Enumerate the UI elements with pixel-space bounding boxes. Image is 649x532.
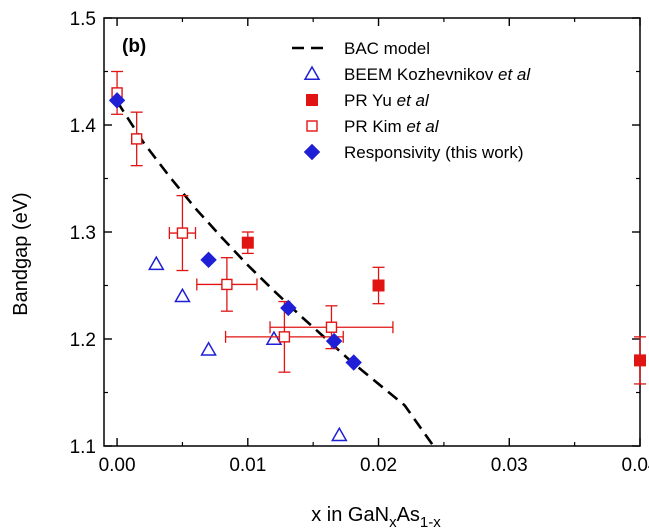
legend-label-plain: PR Yu <box>344 91 397 110</box>
legend-swatch-beem-kozhevnikov-et-al <box>303 65 321 80</box>
data-point-responsivity-this-work <box>345 354 362 371</box>
data-point-pr-kim-et-al <box>176 227 189 239</box>
data-point-beem-kozhevnikov-et-al <box>331 426 348 442</box>
legend-label-plain: BEEM Kozhevnikov <box>344 65 498 84</box>
y-tick-label: 1.4 <box>70 116 97 137</box>
y-tick-label: 1.2 <box>70 330 96 351</box>
legend-label-responsivity-this-work: Responsivity (this work) <box>344 143 524 162</box>
data-point-pr-kim-et-al <box>130 133 143 145</box>
data-point-beem-kozhevnikov-et-al <box>200 341 217 356</box>
legend-label-italic: et al <box>498 65 531 84</box>
data-point-beem-kozhevnikov-et-al <box>265 330 283 345</box>
data-point-pr-kim-et-al <box>221 278 233 291</box>
data-point-pr-kim-et-al <box>278 331 291 343</box>
x-tick-label: 0.03 <box>491 455 528 476</box>
x-tick-label: 0.04 <box>622 455 649 476</box>
data-point-pr-kim-et-al <box>325 321 338 333</box>
x-tick-label: 0.00 <box>99 455 136 476</box>
data-point-responsivity-this-work <box>325 332 343 350</box>
data-point-responsivity-this-work <box>108 92 126 109</box>
data-point-pr-yu-et-al <box>634 354 646 367</box>
legend-swatch-responsivity-this-work <box>303 143 321 161</box>
data-point-beem-kozhevnikov-et-al <box>148 255 165 271</box>
x-axis-title-mid: As <box>397 504 420 526</box>
y-tick-label: 1.5 <box>70 9 96 30</box>
panel-label: (b) <box>122 36 146 57</box>
x-tick-label: 0.02 <box>360 455 397 476</box>
legend-swatch-pr-kim-et-al <box>306 120 318 132</box>
x-axis-title-sub1: x <box>389 514 397 531</box>
y-axis-title: Bandgap (eV) <box>10 192 32 315</box>
legend-label-italic: et al <box>406 117 439 136</box>
legend-label-plain: PR Kim <box>344 117 406 136</box>
legend-swatch-pr-yu-et-al <box>306 94 318 106</box>
series-line-bac-model <box>115 100 435 446</box>
legend-label-pr-kim-et-al: PR Kim et al <box>344 117 440 136</box>
x-tick-label: 0.01 <box>229 455 266 476</box>
x-axis-title-sub2: 1-x <box>420 514 441 531</box>
legend-label-pr-yu-et-al: PR Yu et al <box>344 91 430 110</box>
data-point-responsivity-this-work <box>280 299 297 317</box>
y-tick-label: 1.3 <box>70 223 96 244</box>
legend-label-italic: et al <box>397 91 430 110</box>
data-point-pr-yu-et-al <box>372 279 385 292</box>
data-layer <box>108 70 646 446</box>
legend-label-beem-kozhevnikov-et-al: BEEM Kozhevnikov et al <box>344 65 531 84</box>
plot-area: 0.00 0.01 0.02 0.03 0.04 1.1 1.2 1.3 1.4 1.5 <box>70 9 649 476</box>
x-axis-title: x in GaNxAs1-x <box>311 504 441 531</box>
x-axis-title-base: x in GaN <box>311 504 389 526</box>
data-point-beem-kozhevnikov-et-al <box>174 287 191 303</box>
data-point-responsivity-this-work <box>200 251 217 269</box>
legend-label-bac-model: BAC model <box>344 39 430 58</box>
data-point-pr-yu-et-al <box>241 236 254 249</box>
y-tick-label: 1.1 <box>70 437 96 458</box>
